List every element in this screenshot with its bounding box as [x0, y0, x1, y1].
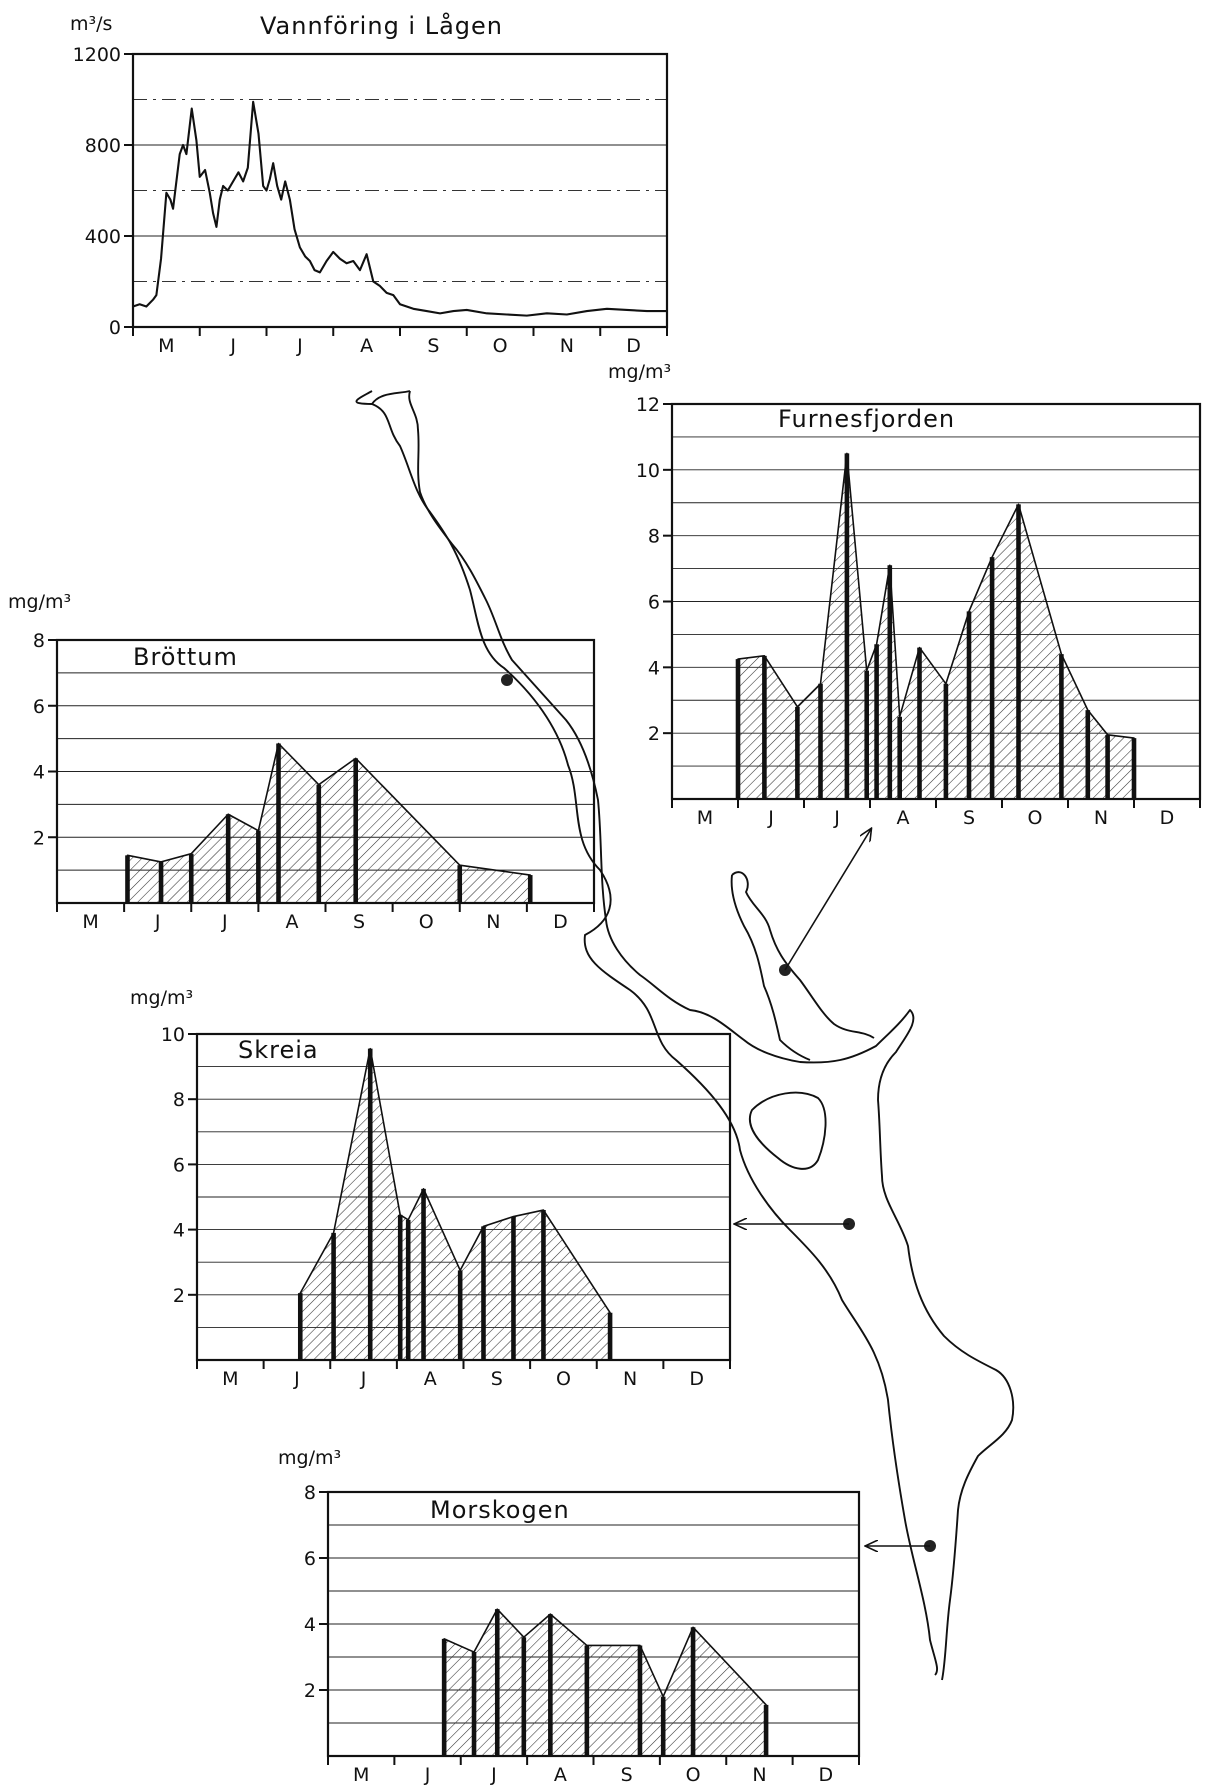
series-area: [443, 1608, 767, 1757]
x-tick-label: S: [621, 1764, 633, 1786]
chart-furnesfjorden: 2 4 6 8 10 12 M J J A S O N D Furnesfjorden mg/m³: [608, 361, 1202, 829]
chart-title: Bröttum: [133, 643, 238, 671]
x-tick-label: J: [154, 911, 161, 933]
x-tick-label: A: [424, 1368, 437, 1390]
series-line: [132, 100, 667, 317]
x-tick-label: S: [963, 807, 975, 829]
x-tick-label: J: [833, 807, 840, 829]
x-tick-label: D: [818, 1764, 833, 1786]
y-tick-label: 6: [173, 1154, 185, 1176]
series-area: [126, 742, 532, 904]
helgoya-island: [749, 1091, 827, 1170]
x-tick-label: J: [490, 1764, 497, 1786]
x-tick-label: A: [360, 335, 373, 357]
x-tick-label: A: [897, 807, 910, 829]
x-tick-label: O: [1028, 807, 1043, 829]
y-tick-label: 2: [33, 827, 45, 849]
y-tick-label: 2: [173, 1285, 185, 1307]
y-tick-label: 400: [85, 226, 121, 248]
furnesfjorden-arm-inner: [730, 874, 811, 1061]
y-tick-label: 6: [33, 696, 45, 718]
furnesfjorden-arm: [731, 871, 875, 1039]
arrow-furnesfjorden: [784, 829, 871, 971]
y-tick-label: 4: [648, 657, 660, 679]
x-tick-label: J: [767, 807, 774, 829]
x-tick-label: M: [82, 911, 98, 933]
x-tick-label: M: [158, 335, 174, 357]
x-tick-label: S: [427, 335, 439, 357]
y-axis-unit: mg/m³: [278, 1447, 341, 1469]
y-tick-label: 10: [161, 1024, 185, 1046]
y-tick-label: 8: [304, 1482, 316, 1504]
y-axis-unit: mg/m³: [8, 591, 71, 613]
x-tick-label: J: [229, 335, 236, 357]
x-tick-label: J: [424, 1764, 431, 1786]
x-tick-label: N: [752, 1764, 766, 1786]
x-tick-label: O: [686, 1764, 701, 1786]
y-tick-label: 6: [304, 1548, 316, 1570]
chart-morskogen: 2 4 6 8 M J J A S O N D Morskogen mg/m³: [278, 1447, 861, 1786]
y-tick-label: 6: [648, 592, 660, 614]
y-tick-label: 8: [173, 1089, 185, 1111]
station-dot-brottum: [501, 674, 513, 686]
x-tick-label: D: [1160, 807, 1175, 829]
chart-skreia: 2 4 6 8 10 M J J A S O N D Skreia mg/m³: [130, 987, 732, 1390]
x-tick-label: J: [360, 1368, 367, 1390]
y-tick-label: 4: [304, 1614, 316, 1636]
x-tick-label: M: [353, 1764, 369, 1786]
x-tick-label: S: [353, 911, 365, 933]
x-tick-label: O: [493, 335, 508, 357]
chart-title: Vannföring i Lågen: [260, 11, 503, 40]
x-tick-label: M: [222, 1368, 238, 1390]
lake-shore-west: [355, 390, 938, 1676]
y-tick-label: 10: [636, 460, 660, 482]
lake-inflow: [371, 390, 411, 405]
x-tick-label: D: [626, 335, 641, 357]
x-tick-label: A: [285, 911, 298, 933]
x-tick-label: O: [556, 1368, 571, 1390]
chart-title: Furnesfjorden: [778, 405, 955, 433]
lake-shore-east: [408, 390, 1015, 1681]
chart-brottum: 2 4 6 8 M J J A S O N D Bröttum mg/m³: [8, 591, 596, 933]
y-axis-unit: mg/m³: [130, 987, 193, 1009]
y-axis-unit: mg/m³: [608, 361, 671, 383]
y-tick-label: 1200: [73, 44, 121, 66]
y-tick-label: 800: [85, 135, 121, 157]
station-markers: [501, 674, 936, 1552]
y-tick-label: 4: [33, 762, 45, 784]
x-tick-label: M: [697, 807, 713, 829]
x-tick-label: J: [221, 911, 228, 933]
series-area: [737, 452, 1135, 800]
y-tick-label: 0: [109, 317, 121, 339]
x-tick-label: S: [491, 1368, 503, 1390]
y-tick-label: 12: [636, 394, 660, 416]
x-tick-label: D: [553, 911, 568, 933]
y-axis-unit: m³/s: [70, 13, 112, 35]
x-tick-label: A: [554, 1764, 567, 1786]
y-tick-label: 8: [648, 526, 660, 548]
x-tick-label: N: [560, 335, 574, 357]
chart-flow: 0 400 800 1200 M J J A S O N D Vannföring i Lågen m³/…: [70, 11, 669, 357]
y-tick-label: 8: [33, 630, 45, 652]
chart-title: Skreia: [238, 1036, 319, 1064]
lake-map: [355, 390, 1015, 1681]
charts: 0 400 800 1200 M J J A S O N D Vannföring i Lågen m³/…: [8, 11, 1202, 1786]
y-tick-label: 4: [173, 1220, 185, 1242]
series-area: [299, 1047, 611, 1361]
y-tick-label: 2: [648, 723, 660, 745]
y-tick-label: 2: [304, 1680, 316, 1702]
x-tick-label: O: [419, 911, 434, 933]
chart-title: Morskogen: [430, 1496, 570, 1524]
x-tick-label: J: [296, 335, 303, 357]
x-tick-label: J: [293, 1368, 300, 1390]
x-tick-label: N: [1094, 807, 1108, 829]
x-tick-label: N: [623, 1368, 637, 1390]
x-tick-label: D: [689, 1368, 704, 1390]
x-tick-label: N: [486, 911, 500, 933]
